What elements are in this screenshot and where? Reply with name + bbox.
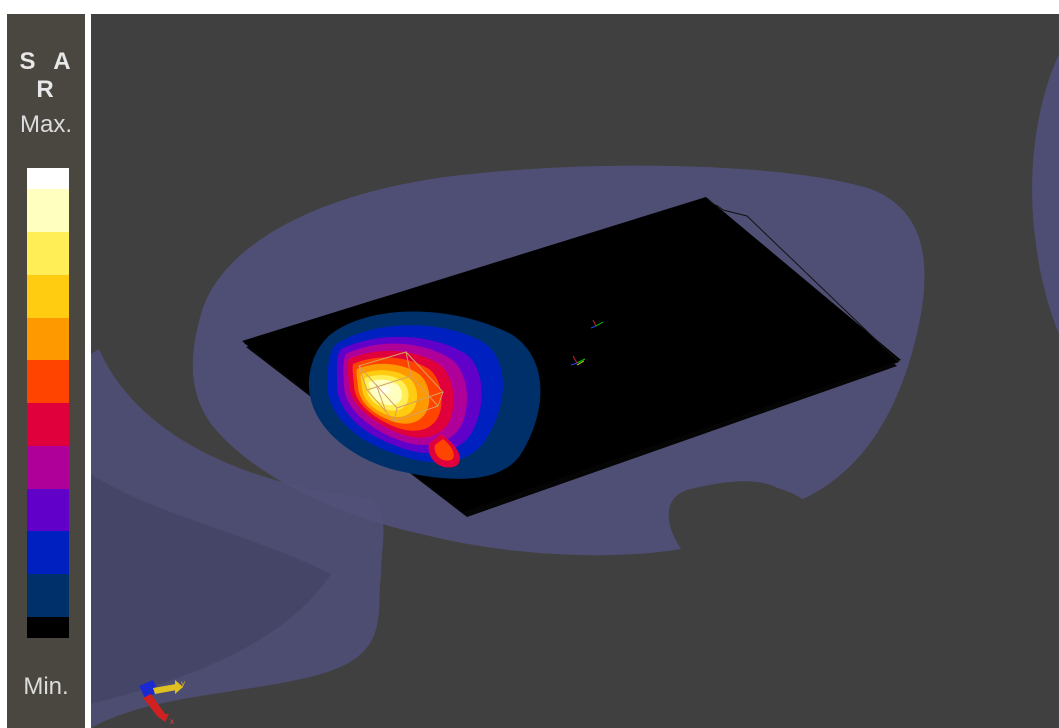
colorbar-swatch [27,445,69,489]
colorbar-swatch [27,360,69,404]
device-wireframe [358,351,444,422]
phantom-surface-left-shade [91,474,331,704]
probe-marker-1 [590,319,604,329]
legend-max-label: Max. [19,111,72,138]
sar-colorbar [27,168,69,639]
legend-min-label: Min. [23,673,69,700]
3d-viewport[interactable]: y x [91,14,1059,728]
colorbar-swatch [27,274,69,318]
sar-hotspot [308,311,541,479]
triad-label-y: y [181,679,185,688]
colorbar-swatch [27,531,69,574]
probe-marker-2 [570,355,586,366]
phantom-notch [674,484,818,564]
legend-title: S A R [19,48,77,103]
phantom-surface-right [1032,54,1059,334]
colorbar-swatch [27,403,69,446]
colorbar-swatch [27,189,69,233]
sar-legend-panel: S A R Max. Min. [7,14,85,728]
colorbar-swatch [27,573,69,617]
colorbar-swatch [27,616,69,639]
colorbar-swatch [27,232,69,275]
orientation-triad[interactable]: y x [139,679,185,726]
colorbar-swatch [27,317,69,361]
3d-scene[interactable]: y x [91,14,1059,728]
colorbar-swatch [27,168,69,190]
triad-label-x: x [170,717,174,726]
colorbar-swatch [27,488,69,532]
